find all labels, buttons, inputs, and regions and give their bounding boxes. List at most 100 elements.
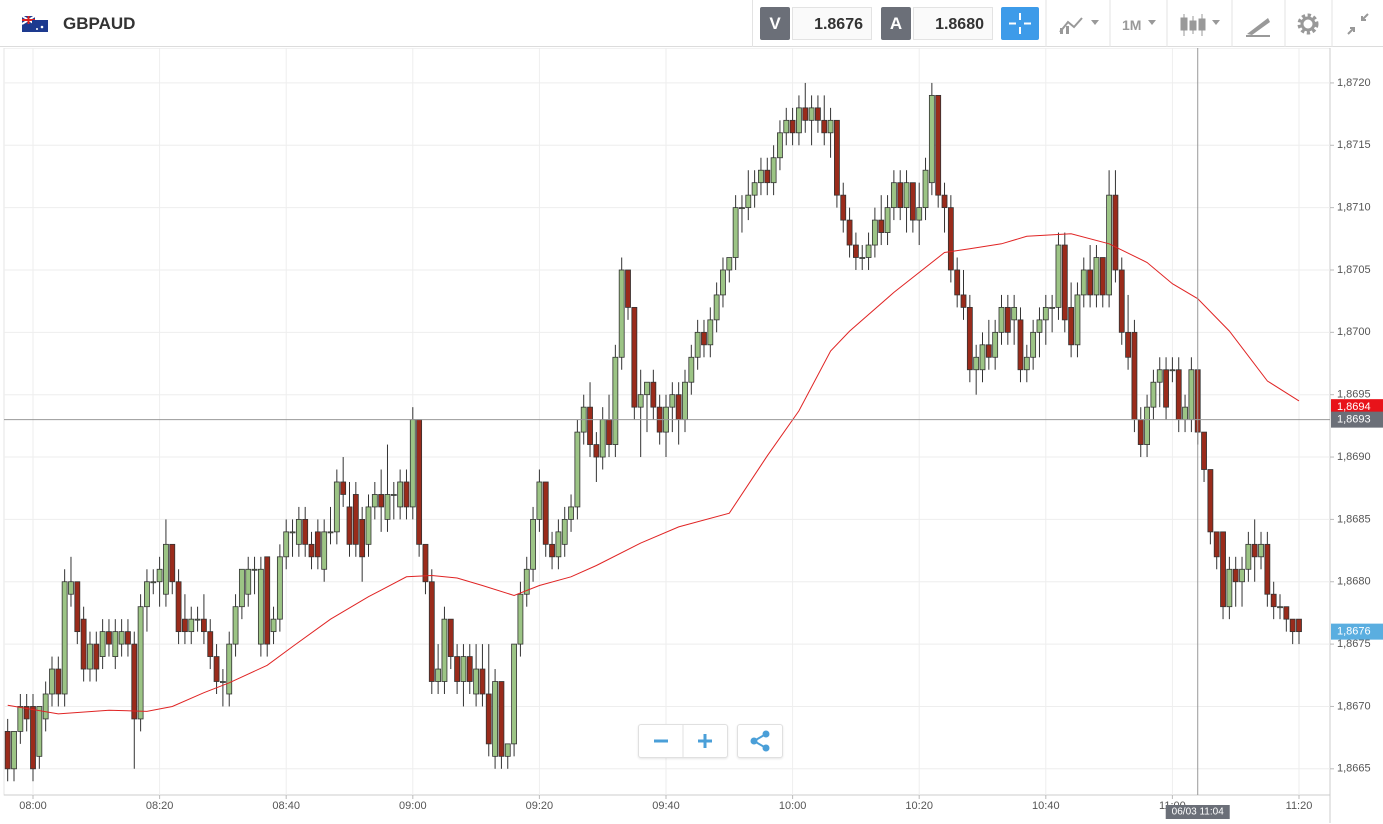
candle-body (302, 518, 309, 545)
candle-body (156, 568, 163, 583)
y-tick-label: 1,8705 (1337, 264, 1371, 276)
candle-body (517, 593, 524, 645)
candle-body (454, 656, 461, 682)
price-label-box (1331, 623, 1383, 640)
y-tick-label: 1,8715 (1337, 139, 1371, 151)
zoom-icons (654, 725, 712, 757)
candle-body (321, 531, 328, 570)
x-tick-label: 10:40 (1032, 800, 1060, 812)
candle-body (169, 543, 176, 583)
candle-body (1201, 431, 1207, 470)
draw-button[interactable] (1246, 18, 1270, 37)
candle-body (49, 668, 55, 695)
candle-body (125, 631, 131, 645)
candle-body (498, 681, 505, 757)
candle-body (878, 219, 885, 233)
candle-body (701, 331, 707, 346)
candle-body (150, 581, 157, 584)
candle-body (435, 668, 442, 682)
candle-body (815, 107, 821, 121)
candle-body (416, 419, 423, 545)
candle-body (1042, 306, 1049, 321)
candle-body (1150, 381, 1157, 408)
candle-body (447, 618, 454, 657)
candle-body (783, 119, 790, 134)
y-tick-label: 1,8670 (1337, 700, 1371, 712)
candle-body (1258, 543, 1264, 558)
candle-body (460, 656, 467, 682)
candle-body (1017, 319, 1024, 371)
candle-body (99, 631, 106, 657)
candle-body (378, 494, 385, 508)
candle-body (720, 269, 726, 296)
candle-body (1156, 369, 1163, 383)
y-tick-label: 1,8685 (1337, 513, 1371, 525)
candle-body (1049, 306, 1056, 309)
candle-body (55, 668, 62, 695)
candle-body (834, 119, 840, 196)
zoom-in[interactable] (698, 734, 712, 748)
x-tick-label: 09:40 (652, 800, 680, 812)
candle-body (23, 706, 30, 720)
candle-body (1220, 531, 1226, 608)
candle-body (992, 331, 999, 358)
candle-body (846, 219, 853, 246)
candle-body (466, 656, 473, 682)
candle-body (871, 219, 878, 246)
x-tick-label: 10:20 (905, 800, 933, 812)
candle-body (694, 331, 701, 358)
candle-body (213, 656, 220, 682)
x-tick-label: 08:00 (19, 800, 47, 812)
candle-body (257, 568, 264, 645)
candle-body (61, 581, 68, 695)
candle-body (1030, 331, 1037, 358)
y-tick-label: 1,8720 (1337, 77, 1371, 89)
settings-button[interactable] (1297, 13, 1319, 35)
collapse-button[interactable] (1347, 13, 1369, 35)
candle-body (359, 518, 366, 558)
candle-type-button[interactable] (1180, 14, 1220, 36)
candle-body (777, 132, 783, 159)
candle-body (251, 568, 258, 571)
candle-body (131, 643, 138, 720)
candle-body (599, 419, 606, 458)
candle-body (340, 481, 347, 495)
candle-body (764, 169, 771, 184)
candle-body (985, 344, 992, 358)
candle-body (1087, 269, 1094, 296)
candle-body (808, 107, 815, 121)
candle-body (346, 506, 353, 545)
candle-body (574, 431, 581, 508)
candle-body (707, 319, 714, 346)
crosshair-button[interactable] (1001, 7, 1039, 40)
chart: 1,8665 1,8670 1,8675 1,8680 1,8685 1,8690 1,86… (3, 48, 1383, 823)
candle-body (947, 207, 954, 271)
candle-body (36, 706, 43, 757)
candle-body (428, 581, 435, 682)
candle-body (1036, 319, 1043, 333)
candle-body (821, 119, 828, 134)
candle-body (713, 294, 720, 321)
plot (4, 82, 1302, 782)
candle-body (74, 581, 81, 633)
candle-body (295, 518, 302, 545)
candle-body (1213, 531, 1220, 558)
candle-body (935, 94, 942, 196)
candle-body (238, 568, 245, 608)
candle-body (732, 207, 739, 258)
symbol: GBPAUD (63, 14, 136, 33)
share-icon (750, 730, 770, 752)
candle-body (618, 269, 625, 358)
chart-type-button[interactable] (1059, 17, 1099, 34)
candle-body (549, 543, 555, 558)
candle-body (207, 631, 214, 657)
candle-body (93, 643, 100, 670)
share-button[interactable] (737, 724, 783, 758)
candle-body (751, 182, 758, 196)
buy-price: 1.8680 (913, 7, 993, 40)
candle-body (352, 494, 359, 545)
y-tick-label: 1,8710 (1337, 202, 1371, 214)
timeframe[interactable]: 1M (1122, 17, 1141, 33)
candle-body (1264, 543, 1271, 595)
